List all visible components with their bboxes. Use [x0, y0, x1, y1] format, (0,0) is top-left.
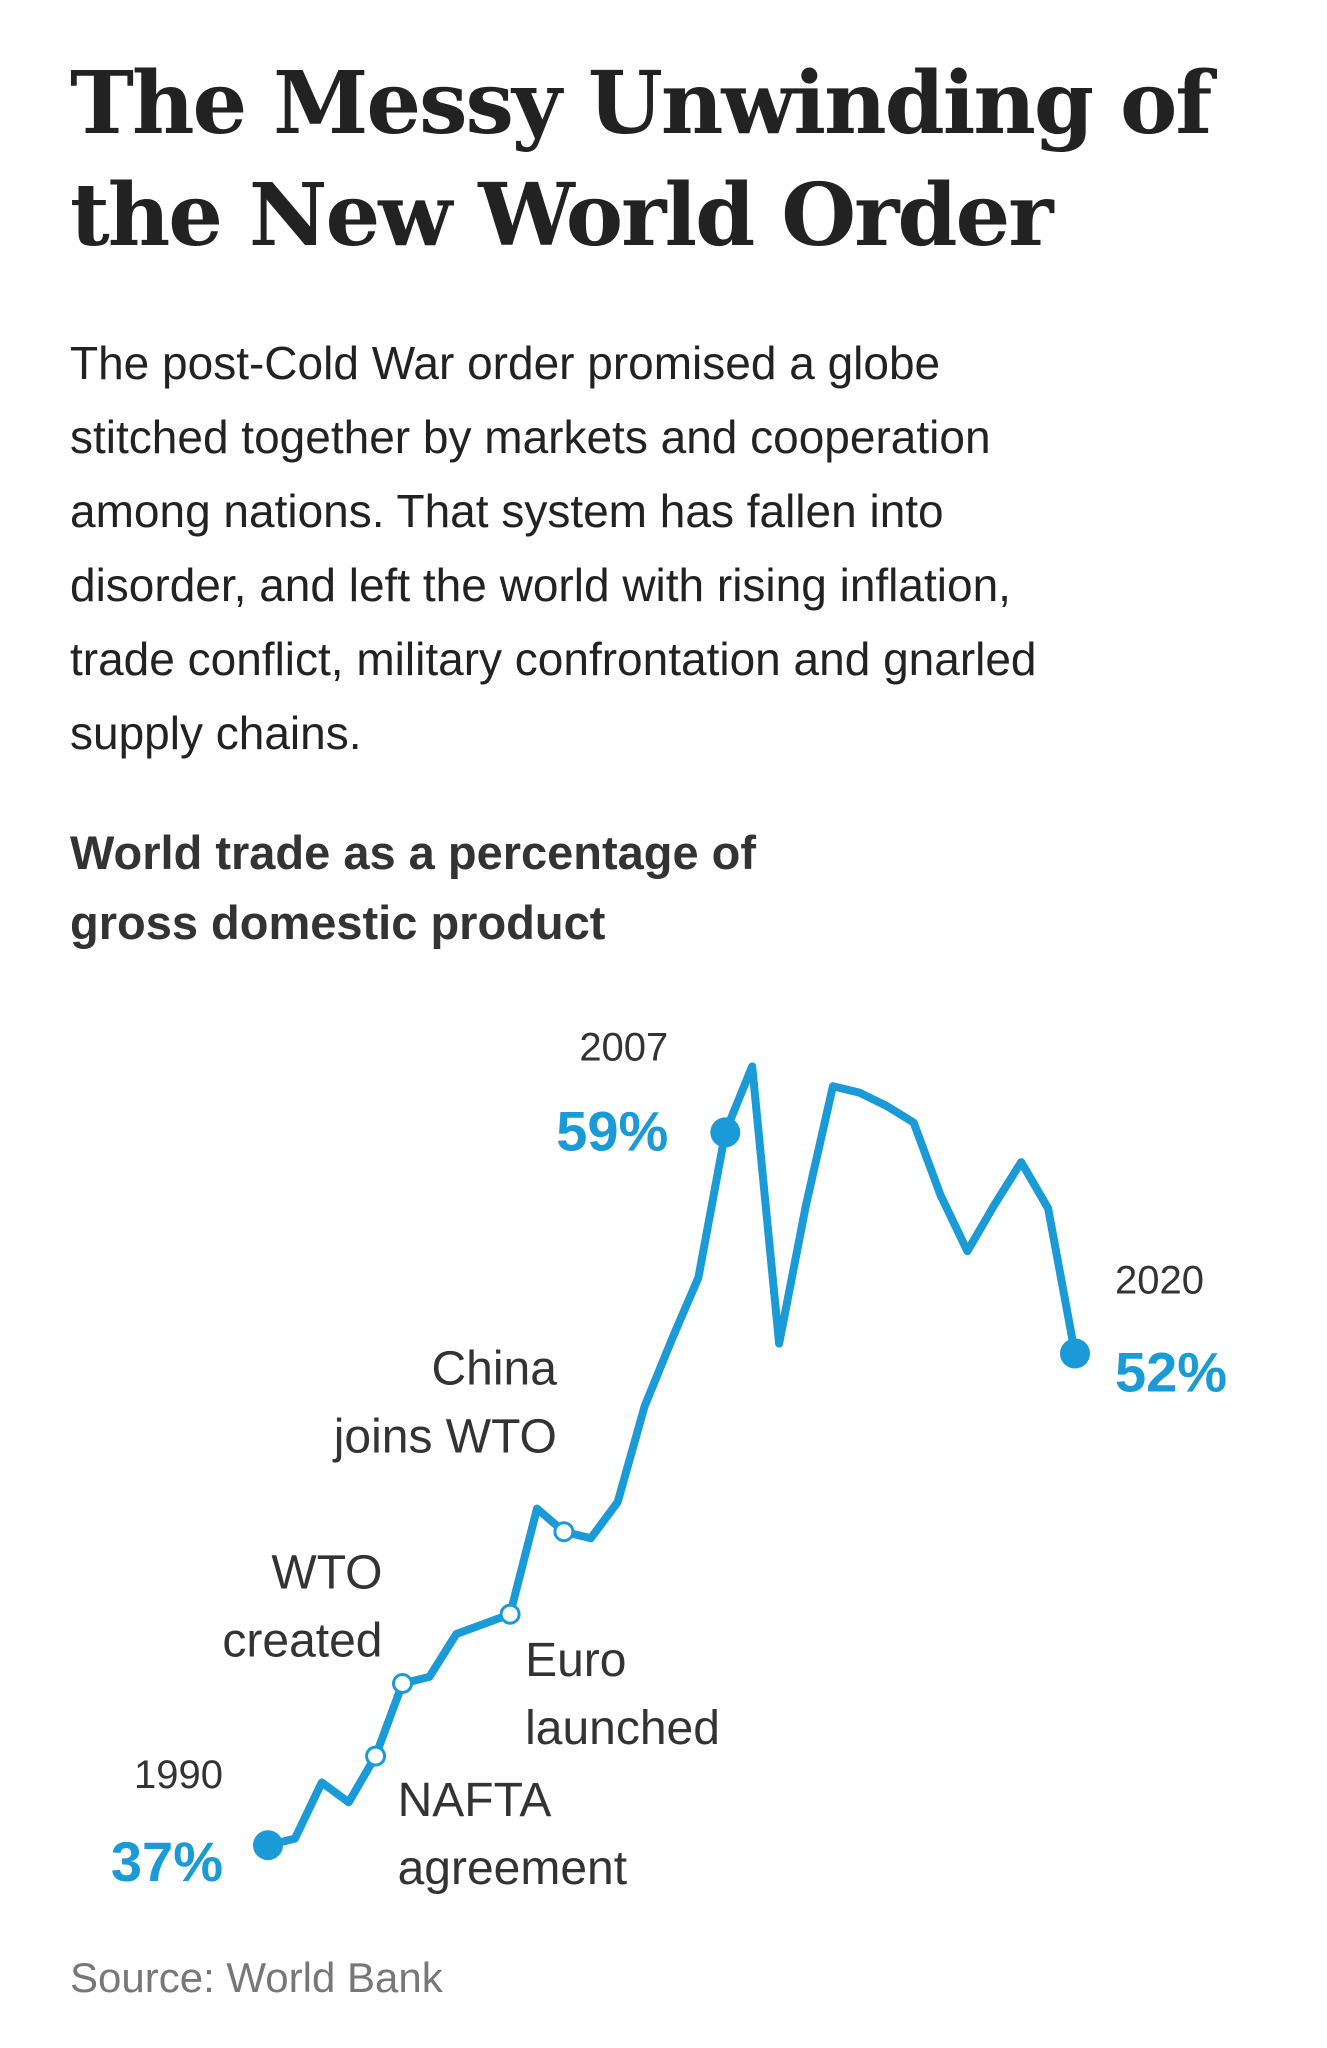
event-label-1-line-1: created [222, 1615, 382, 1668]
event-marker-2 [499, 1603, 521, 1625]
dek-line-5: trade conflict, military confrontation a… [70, 633, 1037, 685]
endpoint-value-label-2: 52% [1115, 1341, 1227, 1404]
event-label-3-line-0: China [431, 1343, 557, 1396]
event-marker-0 [365, 1745, 387, 1767]
headline-line-1: The Messy Unwinding of [70, 53, 1212, 154]
source-note: Source: World Bank [70, 1954, 443, 2001]
event-marker-3 [553, 1521, 575, 1543]
headline: The Messy Unwinding of the New World Ord… [70, 48, 1270, 272]
event-label-0-line-0: NAFTA [398, 1774, 552, 1827]
dek-line-2: stitched together by markets and coopera… [70, 411, 991, 463]
event-label-0-line-1: agreement [398, 1842, 627, 1895]
endpoint-dot-0 [253, 1830, 283, 1861]
dek: The post-Cold War order promised a globe… [70, 326, 1290, 770]
endpoint-year-label-2: 2020 [1115, 1259, 1204, 1303]
endpoint-year-label-1: 2007 [579, 1025, 668, 1069]
chart-title-line-1: World trade as a percentage of [70, 826, 757, 879]
endpoint-dot-2 [1060, 1338, 1090, 1369]
headline-line-2: the New World Order [70, 165, 1054, 266]
dek-line-3: among nations. That system has fallen in… [70, 485, 944, 537]
dek-line-4: disorder, and left the world with rising… [70, 559, 1011, 611]
event-label-1-line-0: WTO [271, 1547, 382, 1600]
endpoint-value-label-1: 59% [556, 1099, 668, 1162]
chart-title: World trade as a percentage of gross dom… [70, 818, 1270, 958]
event-label-2-line-1: launched [525, 1702, 720, 1755]
event-label-3-line-1: joins WTO [332, 1411, 557, 1464]
dek-line-6: supply chains. [70, 707, 362, 759]
chart-title-line-2: gross domestic product [70, 896, 606, 949]
endpoint-year-label-0: 1990 [134, 1753, 223, 1797]
endpoint-dot-1 [710, 1117, 741, 1148]
event-marker-1 [392, 1673, 413, 1694]
dek-line-1: The post-Cold War order promised a globe [70, 337, 941, 389]
event-label-2-line-0: Euro [525, 1634, 626, 1687]
endpoint-value-label-0: 37% [111, 1830, 223, 1893]
